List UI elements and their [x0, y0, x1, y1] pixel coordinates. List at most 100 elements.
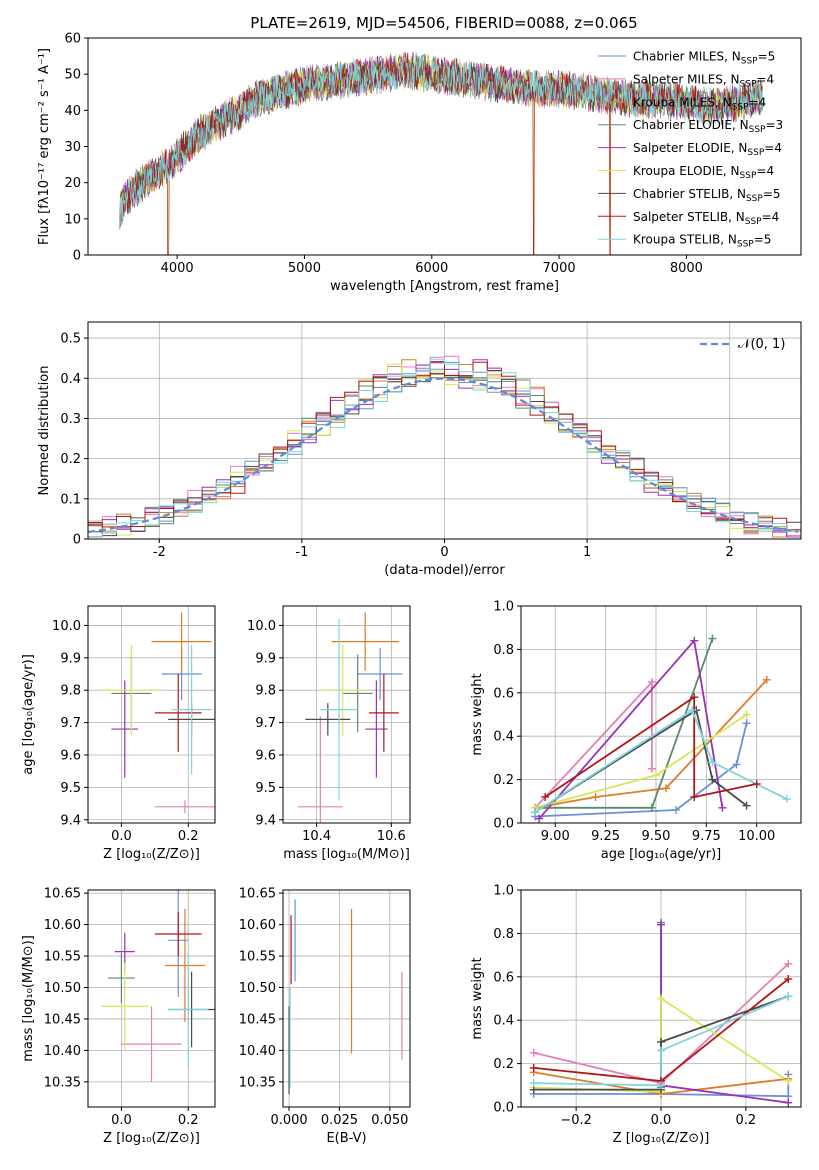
mass-weight-marker [662, 784, 671, 793]
spectrum-plot-area [119, 51, 763, 255]
legend-label-text: Chabrier MILES, N [633, 50, 741, 64]
y-tick-label: 10 [64, 212, 81, 227]
legend-label-suffix: =4 [749, 95, 767, 109]
x-tick-label: 9.00 [541, 829, 570, 844]
mw-z-xlabel: Z [log₁₀(Z/Z⊙)] [613, 1131, 710, 1146]
mass-weight-marker [591, 792, 600, 801]
legend-label-text: Kroupa STELIB, N [633, 233, 737, 247]
mw-z-panel: −0.2 0.0 0.2 0.0 0.2 0.4 0.6 0.8 1.0 Z [log₁₀(Z/Z… [470, 884, 802, 1146]
mass-weight-marker [708, 775, 717, 784]
y-tick-label: 10.60 [239, 918, 276, 933]
legend-entry-label: Kroupa MILES, NSSP=4 [633, 95, 766, 112]
y-tick-label: 0.3 [60, 412, 81, 427]
y-tick-label: 0.2 [493, 773, 514, 788]
legend-label-sub: SSP [732, 102, 749, 112]
y-tick-label: 10.55 [239, 950, 276, 965]
y-tick-label: 10.50 [44, 981, 81, 996]
x-tick-label: 10.00 [738, 829, 775, 844]
age-mass-frame [282, 605, 411, 824]
legend-entry-label: Chabrier ELODIE, NSSP=3 [633, 118, 783, 135]
x-tick-label: 10.6 [377, 829, 406, 844]
mass-weight-marker [541, 792, 550, 801]
mass-weight-marker [782, 795, 791, 804]
legend-label-suffix: =4 [764, 141, 782, 155]
y-tick-label: 1.0 [493, 600, 514, 615]
x-tick-label: 1 [583, 545, 591, 560]
y-tick-label: 9.6 [255, 748, 276, 763]
y-tick-label: 9.7 [60, 716, 81, 731]
x-tick-label: 9.50 [641, 829, 670, 844]
legend-label-sub: SSP [740, 79, 757, 89]
y-tick-label: 40 [64, 104, 81, 119]
mass-weight-marker [690, 636, 699, 645]
x-tick-label: 4000 [161, 261, 194, 276]
y-tick-label: 30 [64, 140, 81, 155]
mass-weight-marker [742, 801, 751, 810]
y-tick-label: 9.6 [60, 748, 81, 763]
mass-weight-marker [742, 719, 751, 728]
residuals-ylabel: Normed distribution [37, 366, 52, 496]
age-z-panel: 0.0 0.2 9.4 9.5 9.6 9.7 9.8 9.9 10.0 Z [log₁₀(Z/Z… [21, 605, 216, 862]
mass-weight-line [534, 708, 788, 813]
y-tick-label: 10.35 [239, 1075, 276, 1090]
y-tick-label: 10.40 [44, 1044, 81, 1059]
y-tick-label: 10.55 [44, 950, 81, 965]
legend-label-text: Salpeter STELIB, N [633, 210, 745, 224]
mw-age-frame [520, 605, 802, 824]
y-tick-label: 10.65 [239, 887, 276, 902]
legend-label-suffix: =3 [765, 118, 783, 132]
legend-entry-label: Chabrier MILES, NSSP=5 [633, 50, 775, 67]
mass-weight-marker [784, 992, 793, 1001]
mass-weight-marker [529, 1048, 538, 1057]
x-tick-label: 10.4 [302, 829, 331, 844]
mass-weight-marker [784, 959, 793, 968]
mass-weight-marker [657, 994, 665, 1003]
mw-age-plot-area [534, 638, 788, 820]
mass-z-panel: 0.0 0.2 10.35 10.40 10.45 10.50 10.55 10.60 10.6… [21, 887, 216, 1146]
x-tick-label: 0.025 [321, 1113, 358, 1128]
y-tick-label: 10.45 [239, 1012, 276, 1027]
legend-label-suffix: =5 [754, 233, 772, 247]
y-tick-label: 0.5 [60, 332, 81, 347]
y-tick-label: 9.4 [60, 813, 81, 828]
mass-weight-marker [672, 805, 681, 814]
age-z-ylabel: age [log₁₀(age/yr)] [21, 654, 36, 775]
mass-ebv-panel: 0.000 0.025 0.050 10.35 10.40 10.45 10.50 10.55… [239, 887, 411, 1146]
age-mass-panel: 10.4 10.6 9.4 9.5 9.6 9.7 9.8 9.9 10.0 mass [log₁… [247, 605, 411, 862]
mass-weight-marker [529, 1063, 538, 1072]
y-tick-label: 9.8 [60, 684, 81, 699]
mass-weight-marker [690, 693, 699, 702]
mass-weight-line [533, 995, 789, 1087]
x-tick-label: 0.2 [736, 1113, 757, 1128]
y-tick-label: 9.4 [255, 813, 276, 828]
legend-entry-label: Salpeter MILES, NSSP=4 [633, 72, 774, 89]
x-tick-label: 0.2 [178, 829, 199, 844]
legend-label-text: Chabrier ELODIE, N [633, 118, 749, 132]
mass-weight-marker [784, 1098, 793, 1107]
y-tick-label: 0.6 [493, 686, 514, 701]
mass-weight-marker [647, 677, 656, 686]
y-tick-label: 50 [64, 68, 81, 83]
mass-ebv-frame [282, 889, 411, 1108]
y-tick-label: 10.50 [239, 981, 276, 996]
y-tick-label: 0.0 [493, 817, 514, 832]
mass-weight-marker [657, 1037, 665, 1046]
y-tick-label: 0.8 [493, 927, 514, 942]
y-tick-label: 0.2 [493, 1057, 514, 1072]
mass-ebv-plot-area [288, 899, 403, 1095]
legend-label-sub: SSP [745, 217, 762, 227]
age-z-xlabel: Z [log₁₀(Z/Z⊙)] [103, 847, 200, 862]
mass-z-ylabel: mass [log₁₀(M/M⊙)] [21, 935, 36, 1062]
y-tick-label: 0 [73, 249, 81, 264]
mass-weight-line [660, 924, 789, 1104]
mass-weight-line [534, 679, 653, 809]
legend-entry-label: Salpeter STELIB, NSSP=4 [633, 210, 779, 227]
legend-label-sub: SSP [740, 171, 757, 181]
histogram-step [88, 358, 801, 539]
mass-weight-marker [651, 771, 660, 780]
mass-weight-marker [647, 803, 656, 812]
mw-age-xlabel: age [log₁₀(age/yr)] [601, 847, 722, 862]
spectrum-xlabel: wavelength [Angstrom, rest frame] [330, 279, 559, 294]
mass-weight-marker [529, 1079, 538, 1088]
